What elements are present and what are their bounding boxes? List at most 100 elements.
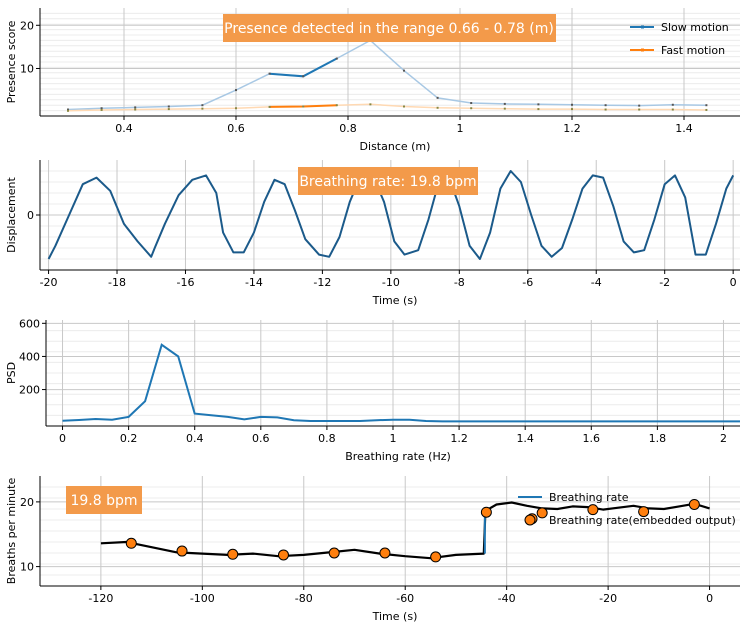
legend-marker [641,48,644,52]
data-point [537,108,540,111]
data-point [470,107,473,110]
data-point [638,104,641,107]
x-tick-label: -10 [382,276,400,289]
legend-label: Fast motion [661,44,725,57]
x-tick-label: -6 [522,276,533,289]
x-tick-label: 0.2 [120,432,138,445]
data-point [604,104,607,107]
x-tick-label: -80 [295,592,313,605]
x-tick-label: -20 [599,592,617,605]
psd-chart: 0 0.2 0.4 0.6 0.8 1 1.2 1.4 1.6 1.8 2 200 400 600 Brea… [5,317,740,463]
x-tick-label: 1.4 [675,122,693,135]
x-tick-label: -18 [108,276,126,289]
data-point [67,109,69,112]
x-axis-label: Time (s) [372,610,418,623]
embedded-output-marker [379,547,391,559]
legend-label: Slow motion [661,21,729,34]
x-tick-label: -14 [245,276,263,289]
data-point [335,104,338,107]
data-point [67,108,69,111]
data-point [705,104,708,107]
x-tick-label: 1.8 [649,432,667,445]
x-tick-label: 0.8 [318,432,336,445]
embedded-output-marker [125,537,137,549]
y-tick-label: 10 [20,561,34,574]
x-tick-label: -20 [40,276,58,289]
data-point [470,102,473,105]
y-axis-label: Breaths per minute [5,478,18,585]
data-point [235,89,237,92]
data-point [671,108,674,111]
data-point [268,105,271,108]
data-point [100,107,103,110]
x-tick-label: -12 [313,276,331,289]
legend-marker [641,25,644,29]
embedded-output-marker [227,548,239,560]
y-axis-label: PSD [5,362,18,384]
breathing-overlay-text: Breathing rate: 19.8 bpm [299,174,476,190]
x-tick-label: -40 [498,592,516,605]
y-axis-label: Displacement [5,177,18,253]
y-tick-label: 600 [19,317,40,330]
legend-marker [524,514,536,526]
embedded-output-marker [688,498,700,510]
data-point [134,106,137,109]
rate-overlay-box [66,486,142,514]
embedded-output-marker [176,545,188,557]
breathing-overlay-box [298,167,478,195]
data-point [167,108,170,111]
y-axis-label: Presence score [5,20,18,103]
x-axis-label: Breathing rate (Hz) [345,450,451,463]
data-point [268,72,271,75]
data-point [134,108,137,111]
embedded-output-marker [430,551,442,563]
x-tick-label: 1.4 [516,432,534,445]
x-tick-label: 1 [457,122,464,135]
data-point [604,108,607,111]
rate-chart: -120 -100 -80 -60 -40 -20 0 10 20 Time (s) Breaths… [5,476,740,623]
data-point [167,105,170,108]
presence-chart: 0.4 0.6 0.8 1 1.2 1.4 10 20 Distance (m) Presence… [5,8,740,153]
data-point [705,108,708,111]
embedded-output-marker [536,507,548,519]
rate-overlay-text: 19.8 bpm [70,493,137,509]
x-tick-label: 0.8 [339,122,357,135]
displacement-line [47,170,735,260]
x-tick-label: 1 [390,432,397,445]
x-tick-label: 0.4 [115,122,133,135]
x-tick-label: 1.2 [450,432,468,445]
y-tick-label: 0 [27,209,34,222]
data-point [100,108,103,111]
data-point [201,104,204,107]
embedded-output-marker [587,504,599,516]
data-point [335,57,338,60]
x-tick-label: -60 [396,592,414,605]
series-line-faded [67,39,707,111]
embedded-output-marker [638,506,650,518]
x-tick-label: -8 [454,276,465,289]
y-tick-label: 20 [20,19,34,32]
x-tick-label: 0.6 [227,122,245,135]
legend-label: Breathing rate(embedded output) [549,514,736,527]
x-tick-label: -100 [190,592,215,605]
data-point [369,103,372,106]
data-point [436,106,439,109]
x-tick-label: -120 [88,592,113,605]
data-point [235,107,237,110]
series-line-faded [67,103,707,112]
data-point [503,107,506,110]
x-tick-label: 0.6 [252,432,270,445]
psd-line [62,343,740,423]
x-tick-label: -4 [591,276,602,289]
data-point [671,103,674,106]
embedded-output-marker [480,506,492,518]
data-point [638,108,641,111]
x-tick-label: 0 [59,432,66,445]
presence-overlay-text: Presence detected in the range 0.66 - 0.… [224,21,554,37]
data-point [403,105,405,108]
x-tick-label: 0 [730,276,737,289]
data-point [302,105,305,108]
x-tick-label: -16 [176,276,194,289]
